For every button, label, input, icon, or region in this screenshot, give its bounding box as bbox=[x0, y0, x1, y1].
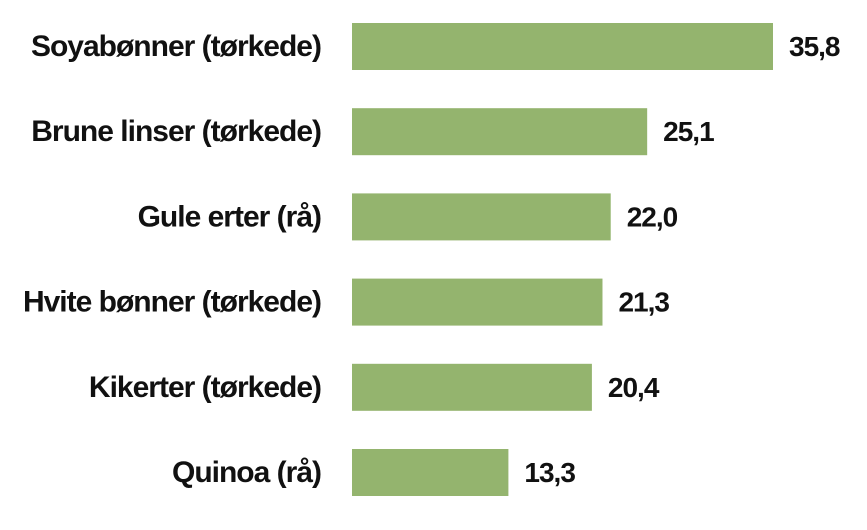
value-label-1: 25,1 bbox=[663, 116, 714, 147]
bar-3 bbox=[352, 278, 603, 326]
value-label-4: 20,4 bbox=[608, 372, 660, 403]
bar-4 bbox=[352, 363, 592, 411]
bar-1 bbox=[352, 108, 648, 156]
value-label-0: 35,8 bbox=[789, 31, 840, 62]
value-label-3: 21,3 bbox=[618, 287, 669, 318]
category-label-2: Gule erter (rå) bbox=[138, 200, 321, 233]
category-label-5: Quinoa (rå) bbox=[172, 456, 321, 489]
category-label-1: Brune linser (tørkede) bbox=[31, 115, 321, 148]
value-label-2: 22,0 bbox=[627, 201, 678, 232]
bar-2 bbox=[352, 193, 611, 241]
category-label-4: Kikerter (tørkede) bbox=[89, 371, 321, 404]
value-labels-group: 35,8 25,1 22,0 21,3 20,4 13,3 bbox=[524, 31, 841, 488]
category-label-0: Soyabønner (tørkede) bbox=[31, 30, 321, 63]
category-label-3: Hvite bønner (tørkede) bbox=[23, 286, 321, 319]
category-labels-group: Soyabønner (tørkede) Brune linser (tørked… bbox=[23, 30, 322, 489]
value-label-5: 13,3 bbox=[524, 457, 575, 488]
bars-group bbox=[352, 23, 773, 496]
bar-5 bbox=[352, 449, 509, 496]
bar-0 bbox=[352, 23, 773, 70]
